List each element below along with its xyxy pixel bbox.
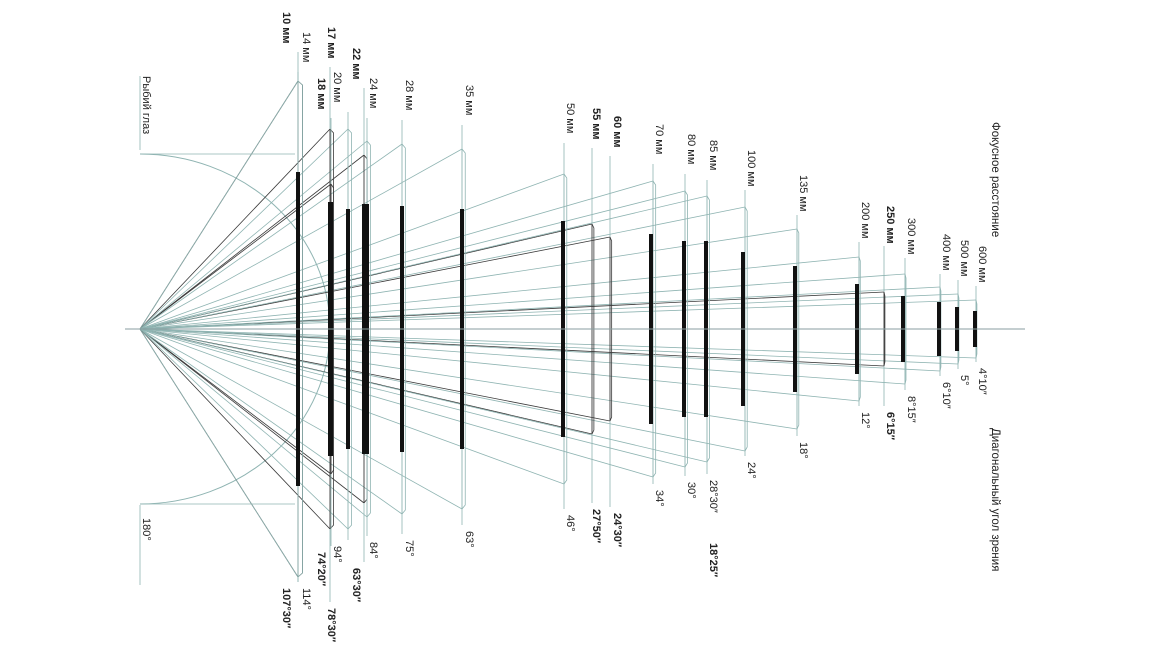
fan-ray-top-14 [139, 80, 299, 330]
fan-ray-top-35 [139, 148, 463, 330]
fan-ray-bottom-135 [139, 328, 798, 430]
fan-ray-bottom-400 [139, 328, 941, 372]
focal-label-18: 18 мм [315, 78, 327, 110]
angle-label-600: 4°10″ [976, 368, 988, 395]
angle-label-18: 74°20″ [315, 552, 327, 587]
focal-label-400: 400 мм [940, 234, 952, 271]
fan-ray-bottom-80 [139, 328, 686, 468]
fan-ray-top-20 [139, 128, 349, 330]
fan-ray-bottom-60 [139, 328, 611, 422]
fan-ray-bottom-20 [139, 328, 349, 530]
focal-label-28: 28 мм [403, 80, 415, 110]
fisheye-angle: 180° [140, 518, 152, 541]
angle-label-60: 24°30″ [611, 513, 623, 548]
angle-label-20: 94° [331, 546, 343, 563]
fan-ray-top-24 [139, 140, 368, 330]
fan-ray-bottom-14 [139, 328, 299, 578]
angle-label-14: 114° [300, 588, 312, 610]
angle-label-24: 84° [367, 542, 379, 559]
angle-label-200: 12° [859, 412, 871, 429]
fan-ray-bottom-22 [139, 328, 365, 504]
focal-label-60: 60 мм [611, 116, 623, 148]
fan-ray-top-100 [139, 206, 746, 330]
angle-label-22: 63°30″ [350, 568, 362, 603]
angle-label-10: 107°30″ [280, 588, 292, 629]
angle-label-50: 46° [564, 515, 576, 532]
focal-label-500: 500 мм [958, 240, 970, 277]
focal-label-100: 100 мм [745, 150, 757, 187]
focal-length-title: Фокусное расстояние [989, 122, 1001, 237]
fan-ray-bottom-200 [139, 328, 860, 402]
angle-label-500: 5° [958, 375, 970, 386]
fan-ray-top-300 [139, 273, 906, 330]
fan-ray-bottom-500 [139, 328, 959, 365]
angle-label-400: 6°10″ [940, 382, 952, 409]
focal-label-50: 50 мм [564, 103, 576, 133]
fan-ray-top-80 [139, 190, 686, 330]
fan-ray-bottom-70 [139, 328, 654, 478]
focal-label-600: 600 мм [976, 246, 988, 283]
lens-labels: 10 мм 107°30″ 14 мм 114° 17 мм 78°30″ 18 мм 74°… [280, 12, 988, 643]
fan-ray-top-85 [139, 195, 708, 330]
fan-ray-top-400 [139, 286, 941, 330]
angle-label-55: 27°50″ [590, 509, 602, 544]
angle-label-extra-0: 18°25″ [707, 543, 719, 578]
fan-ray-bottom-17 [139, 328, 331, 530]
fan-ray-top-600 [139, 299, 977, 330]
optical-axis [125, 76, 1025, 585]
fan-ray-top-500 [139, 293, 959, 330]
fan-ray-bottom-85 [139, 328, 708, 463]
fan-ray-top-60 [139, 236, 611, 330]
angle-label-85: 28°30″ [707, 480, 719, 513]
fan-ray-top-17 [139, 128, 331, 330]
fan-ray-top-28 [139, 143, 403, 330]
angle-label-70: 34° [653, 490, 665, 507]
focal-label-250: 250 мм [884, 206, 896, 244]
fan-ray-bottom-24 [139, 328, 368, 518]
focal-label-24: 24 мм [367, 78, 379, 108]
fan-ray-top-200 [139, 256, 860, 330]
focal-label-14: 14 мм [300, 32, 312, 62]
focal-label-55: 55 мм [590, 108, 602, 140]
angle-label-17: 78°30″ [325, 608, 337, 643]
focal-label-300: 300 мм [905, 218, 917, 255]
fisheye-label: Рыбий глаз [140, 76, 152, 134]
angle-label-80: 30° [685, 482, 697, 499]
focal-label-85: 85 мм [707, 140, 719, 170]
focal-label-80: 80 мм [685, 134, 697, 164]
focal-label-17: 17 мм [325, 27, 337, 59]
angle-label-300: 8°15″ [905, 396, 917, 423]
angle-label-35: 63° [463, 531, 475, 548]
fan-ray-bottom-28 [139, 328, 403, 515]
focal-label-135: 135 мм [797, 175, 809, 212]
fan-ray-bottom-35 [139, 328, 463, 510]
fan-ray-bottom-600 [139, 328, 977, 359]
fan-ray-top-135 [139, 228, 798, 330]
angle-label-135: 18° [797, 442, 809, 459]
focal-label-70: 70 мм [653, 124, 665, 154]
fan-ray-bottom-300 [139, 328, 906, 385]
angle-label-28: 75° [403, 540, 415, 557]
diagonal-angle-title: Диагональный угол зрения [989, 428, 1001, 571]
angle-label-100: 24° [745, 462, 757, 479]
fan-ray-bottom-100 [139, 328, 746, 452]
focal-label-35: 35 мм [463, 85, 475, 115]
focal-label-20: 20 мм [331, 72, 343, 102]
focal-label-200: 200 мм [859, 202, 871, 239]
focal-label-10: 10 мм [280, 12, 292, 44]
angle-label-250: 6°15″ [884, 412, 896, 441]
fan-ray-top-22 [139, 154, 365, 330]
focal-label-22: 22 мм [350, 48, 362, 80]
fan-ray-top-70 [139, 180, 654, 330]
